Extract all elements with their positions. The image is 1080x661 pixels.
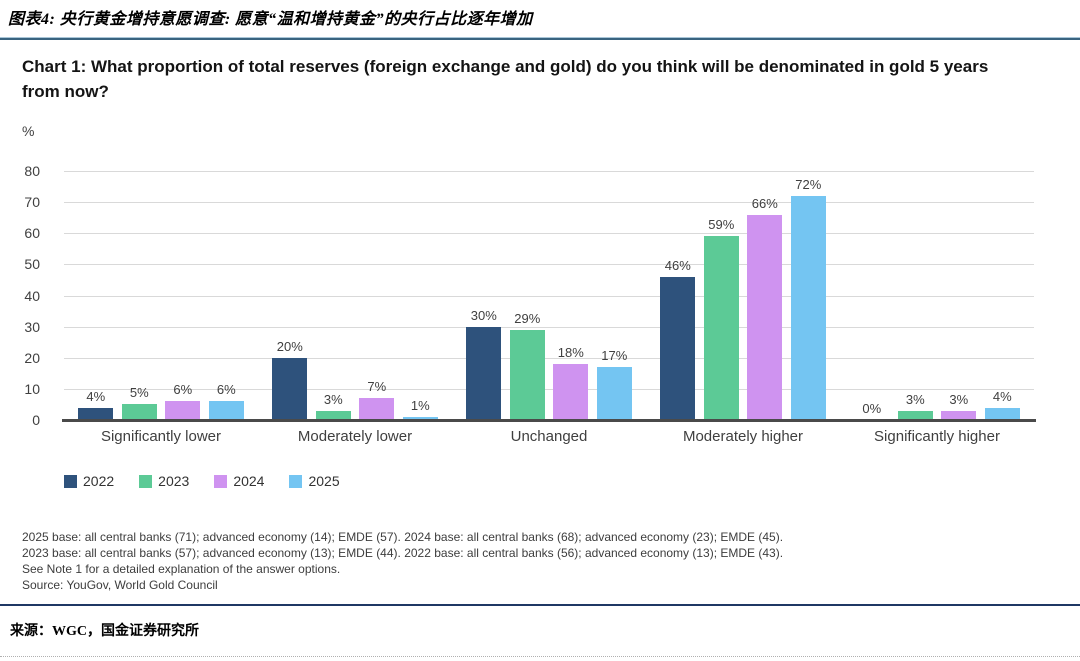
gridline xyxy=(64,202,1034,204)
legend-swatch xyxy=(64,474,77,488)
y-axis-unit-label: % xyxy=(22,123,35,139)
bar-value-label: 20% xyxy=(276,338,303,354)
bar-value-label: 46% xyxy=(664,257,691,273)
footnote-line: 2023 base: all central banks (57); advan… xyxy=(22,546,784,560)
y-axis-tick-label: 70 xyxy=(24,194,40,211)
y-axis-tick-label: 30 xyxy=(24,318,40,335)
gridline xyxy=(64,295,1034,297)
footnote-line: See Note 1 for a detailed explanation of… xyxy=(22,562,341,576)
bar-2023-moderately-lower xyxy=(315,410,351,420)
figure-header-title: 图表4: 央行黄金增持意愿调查: 愿意“温和增持黄金”的央行占比逐年增加 xyxy=(8,11,533,28)
source-divider-line xyxy=(0,604,1080,606)
legend-swatch xyxy=(139,474,153,488)
y-axis-tick-label: 20 xyxy=(24,349,40,366)
legend-item-2022: 2022 xyxy=(64,473,114,489)
category-label: Significantly higher xyxy=(874,428,1000,445)
y-axis-tick-label: 10 xyxy=(24,380,40,397)
bar-value-label: 3% xyxy=(323,391,343,407)
bar-value-label: 6% xyxy=(216,382,236,398)
bar-2025-unchanged xyxy=(596,367,632,420)
bar-2025-significantly-lower xyxy=(208,401,244,420)
gridline xyxy=(64,326,1034,328)
bar-value-label: 3% xyxy=(949,391,969,407)
bar-2023-significantly-higher xyxy=(897,410,933,420)
bar-2022-significantly-lower xyxy=(78,407,114,420)
bar-2024-unchanged xyxy=(553,363,589,420)
bar-2024-moderately-higher xyxy=(747,214,783,420)
footnote-line: Source: YouGov, World Gold Council xyxy=(22,578,218,592)
gridline xyxy=(64,171,1034,172)
gridline xyxy=(64,388,1034,390)
category-label: Moderately higher xyxy=(682,428,804,445)
legend-label: 2024 xyxy=(233,473,265,489)
bar-2025-moderately-higher xyxy=(790,195,826,420)
footnote-line: 2025 base: all central banks (71); advan… xyxy=(22,530,784,544)
bar-value-label: 0% xyxy=(862,401,882,416)
bar-2025-moderately-lower xyxy=(402,416,438,420)
bar-value-label: 66% xyxy=(751,195,778,211)
category-label: Moderately lower xyxy=(297,428,413,445)
category-label: Significantly lower xyxy=(100,428,222,445)
chart-title: Chart 1: What proportion of total reserv… xyxy=(22,57,989,101)
gridline xyxy=(64,264,1034,266)
y-axis-tick-label: 0 xyxy=(32,412,40,428)
bar-2022-moderately-lower xyxy=(272,357,308,420)
bar-value-label: 17% xyxy=(601,348,628,364)
page-bottom-dotted-line xyxy=(0,656,1080,657)
legend-item-2023: 2023 xyxy=(139,473,189,489)
bar-2023-unchanged xyxy=(509,329,545,420)
y-axis-tick-label: 60 xyxy=(24,225,40,242)
gridline xyxy=(64,233,1034,235)
bar-value-label: 59% xyxy=(708,217,735,233)
y-axis-tick-label: 80 xyxy=(24,163,40,179)
header-divider-line xyxy=(0,37,1080,40)
bar-value-label: 29% xyxy=(514,310,541,326)
y-axis-tick-label: 40 xyxy=(24,287,40,304)
plot-area: 4% 5% 6% 6% Significantly lower 20% 3% 7% 1% Mode… xyxy=(64,171,1034,445)
legend-swatch xyxy=(289,474,303,488)
bar-2024-significantly-lower xyxy=(165,401,201,420)
chart-legend: 2022 2023 2024 2025 xyxy=(64,473,340,489)
bar-2023-moderately-higher xyxy=(703,236,739,420)
bar-2025-significantly-higher xyxy=(984,407,1020,420)
bar-value-label: 4% xyxy=(992,388,1012,404)
bar-value-label: 30% xyxy=(470,307,497,323)
bar-value-label: 3% xyxy=(905,391,925,407)
legend-label: 2022 xyxy=(83,473,115,489)
bar-value-label: 5% xyxy=(129,385,149,401)
gridline xyxy=(64,357,1034,359)
bar-2022-unchanged xyxy=(466,326,502,420)
y-axis-tick-label: 50 xyxy=(24,256,40,273)
x-axis-line xyxy=(62,419,1036,422)
legend-item-2024: 2024 xyxy=(214,473,264,489)
chart-footnotes: 2025 base: all central banks (71); advan… xyxy=(22,529,1062,593)
bar-value-label: 1% xyxy=(410,397,430,413)
bar-2023-significantly-lower xyxy=(121,404,157,420)
legend-label: 2023 xyxy=(158,473,190,489)
bar-value-label: 4% xyxy=(86,388,106,404)
bar-value-label: 6% xyxy=(173,382,193,398)
legend-label: 2025 xyxy=(308,473,340,489)
bar-value-label: 7% xyxy=(367,379,387,395)
bar-2024-moderately-lower xyxy=(359,398,395,420)
bar-2024-significantly-higher xyxy=(941,410,977,420)
legend-item-2025: 2025 xyxy=(289,473,340,489)
category-label: Unchanged xyxy=(510,428,588,445)
legend-swatch xyxy=(214,474,228,488)
bar-2022-moderately-higher xyxy=(660,276,696,420)
bar-value-label: 72% xyxy=(795,176,822,192)
bar-value-label: 18% xyxy=(557,344,584,360)
source-note: 来源：WGC，国金证券研究所 xyxy=(10,624,199,639)
